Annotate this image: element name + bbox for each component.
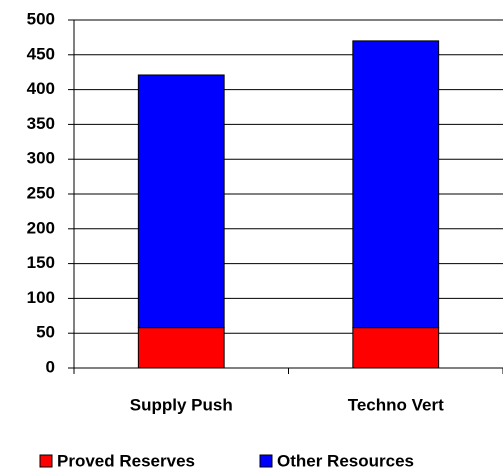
- legend-label: Proved Reserves: [57, 451, 195, 470]
- y-tick-label: 250: [27, 183, 55, 202]
- legend-swatch: [259, 454, 273, 468]
- bar-segment: [352, 327, 440, 369]
- x-tick-label: Supply Push: [130, 395, 233, 414]
- legend-label: Other Resources: [277, 451, 414, 470]
- y-tick-label: 150: [27, 253, 55, 272]
- y-tick-label: 450: [27, 44, 55, 63]
- y-tick-label: 350: [27, 114, 55, 133]
- y-tick-label: 50: [36, 323, 55, 342]
- y-tick-label: 0: [46, 357, 55, 376]
- bar-segment: [137, 327, 225, 369]
- y-tick-label: 200: [27, 218, 55, 237]
- y-tick-label: 100: [27, 288, 55, 307]
- y-tick-label: 400: [27, 79, 55, 98]
- x-tick-label: Techno Vert: [348, 395, 444, 414]
- y-tick-label: 500: [27, 9, 55, 28]
- bar-segment: [352, 40, 440, 329]
- y-tick-label: 300: [27, 149, 55, 168]
- legend-swatch: [39, 454, 53, 468]
- bar-segment: [137, 74, 225, 329]
